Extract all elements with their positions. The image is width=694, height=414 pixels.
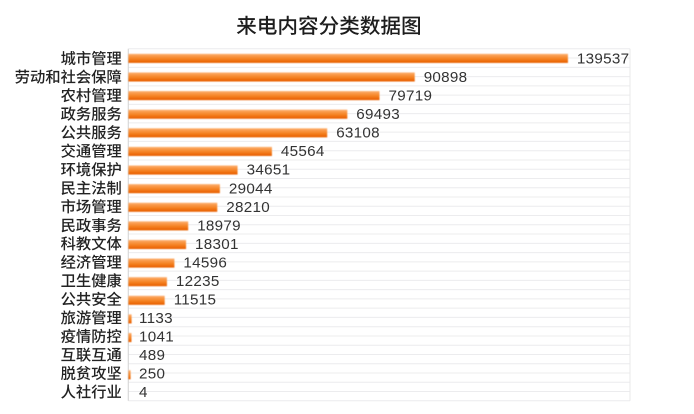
svg-text:18301: 18301 — [195, 236, 239, 253]
svg-text:1041: 1041 — [139, 328, 174, 345]
svg-text:11515: 11515 — [174, 291, 217, 308]
svg-text:489: 489 — [139, 347, 165, 364]
svg-text:14596: 14596 — [183, 254, 227, 271]
svg-text:28210: 28210 — [226, 199, 270, 216]
svg-text:139537: 139537 — [577, 51, 629, 68]
svg-text:12235: 12235 — [176, 273, 220, 290]
svg-text:63108: 63108 — [336, 125, 380, 142]
svg-text:29044: 29044 — [229, 180, 273, 197]
svg-text:4: 4 — [139, 384, 148, 401]
svg-text:79719: 79719 — [389, 88, 433, 105]
svg-text:250: 250 — [139, 366, 165, 383]
svg-text:45564: 45564 — [281, 143, 325, 160]
svg-text:1133: 1133 — [139, 310, 173, 327]
svg-text:90898: 90898 — [424, 69, 468, 86]
svg-text:34651: 34651 — [247, 162, 291, 179]
svg-text:69493: 69493 — [356, 106, 400, 123]
svg-text:18979: 18979 — [197, 217, 241, 234]
